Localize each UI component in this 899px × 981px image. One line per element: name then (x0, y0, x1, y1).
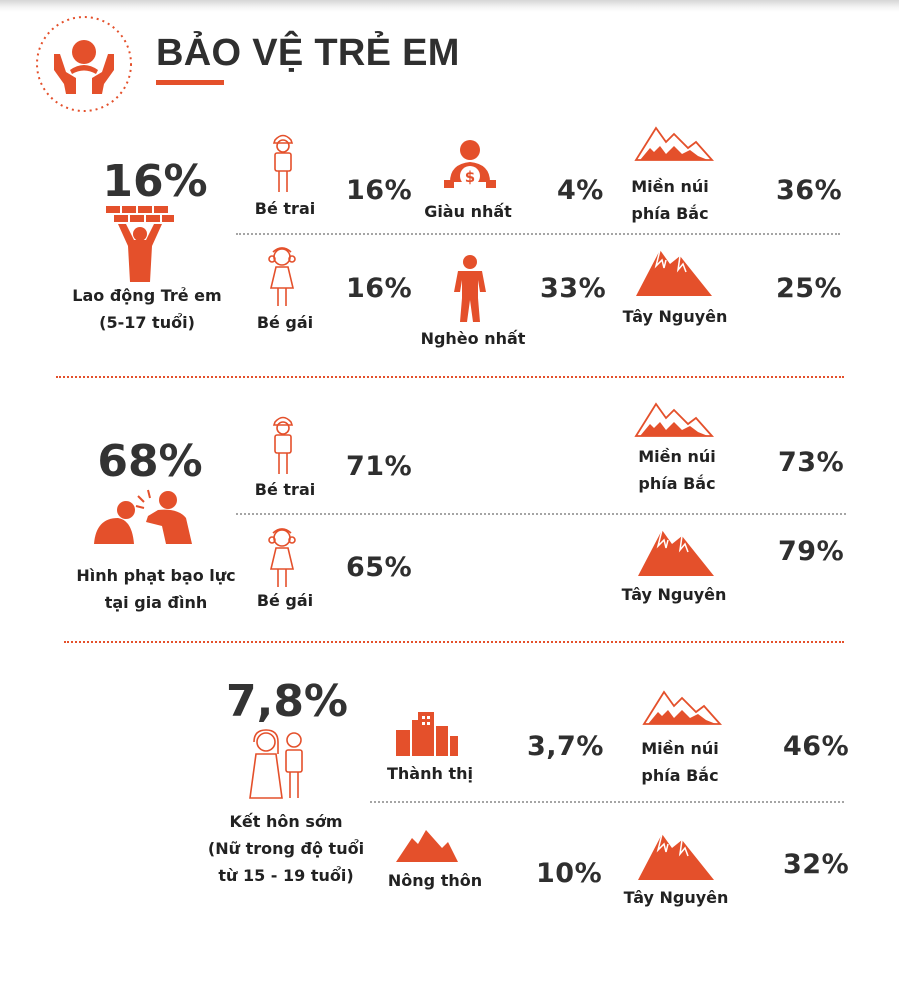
s2-girl-value: 65% (346, 552, 413, 583)
section2-divider (64, 641, 844, 643)
violence-label-line1: Hình phạt bạo lực (76, 566, 236, 585)
rural-value: 10% (536, 858, 603, 889)
early-marriage-label-line1: Kết hôn sớm (229, 812, 343, 831)
s2-north-value: 73% (778, 447, 845, 478)
child-labor-icon (104, 204, 176, 284)
s2-boy-label: Bé trai (254, 480, 316, 499)
top-shadow-bar (0, 0, 899, 12)
money-bag-icon: $ (442, 138, 498, 194)
s2-girl-label: Bé gái (256, 591, 314, 610)
rural-label: Nông thôn (387, 871, 483, 890)
urban-label: Thành thị (387, 764, 473, 783)
s3-north-label: Miền núi phía Bắc (630, 735, 730, 789)
richest-value: 4% (557, 175, 604, 206)
girl-icon (266, 527, 298, 589)
s2-boy-value: 71% (346, 451, 413, 482)
page-title: BẢO VỆ TRẺ EM (156, 32, 460, 74)
s1-north-label-line2: phía Bắc (631, 204, 709, 223)
s1-girl-label: Bé gái (256, 313, 314, 332)
s2-row-divider (236, 513, 846, 515)
s1-north-label-line1: Miền núi (631, 177, 709, 196)
s1-north-label: Miền núi phía Bắc (620, 173, 720, 227)
s1-highlands-value: 25% (776, 273, 843, 304)
highlands-mountain-icon (638, 526, 714, 578)
highlands-mountain-icon (638, 830, 714, 882)
city-buildings-icon (396, 712, 458, 756)
early-marriage-label-line2: (Nữ trong độ tuổi (207, 839, 365, 858)
child-protection-logo-icon (30, 14, 138, 114)
violence-label-line2: tại gia đình (104, 593, 208, 612)
s1-girl-value: 16% (346, 273, 413, 304)
s2-highlands-value: 79% (778, 536, 845, 567)
s1-north-value: 36% (776, 175, 843, 206)
poorest-value: 33% (540, 273, 607, 304)
girl-icon (266, 246, 298, 308)
s1-boy-label: Bé trai (254, 199, 316, 218)
boy-icon (270, 132, 296, 194)
svg-text:$: $ (465, 168, 475, 186)
s2-highlands-label: Tây Nguyên (621, 585, 727, 604)
highlands-mountain-icon (636, 246, 712, 298)
s3-highlands-value: 32% (783, 849, 850, 880)
violent-discipline-icon (92, 488, 194, 546)
child-labor-label: Lao động Trẻ em (5-17 tuổi) (62, 282, 232, 336)
s2-north-label: Miền núi phía Bắc (627, 443, 727, 497)
s3-row-divider (370, 801, 844, 803)
s3-north-value: 46% (783, 731, 850, 762)
couple-icon (248, 728, 310, 800)
s3-north-label-line2: phía Bắc (641, 766, 719, 785)
violence-value: 68% (97, 436, 203, 487)
rural-mountain-icon (396, 826, 458, 864)
s1-highlands-label: Tây Nguyên (622, 307, 728, 326)
s3-north-label-line1: Miền núi (641, 739, 719, 758)
child-labor-value: 16% (102, 156, 208, 207)
child-labor-label-line2: (5-17 tuổi) (99, 313, 195, 332)
s1-boy-value: 16% (346, 175, 413, 206)
child-labor-label-line1: Lao động Trẻ em (72, 286, 222, 305)
early-marriage-label: Kết hôn sớm (Nữ trong độ tuổi từ 15 - 19… (186, 808, 386, 889)
urban-value: 3,7% (527, 731, 604, 762)
richest-label: Giàu nhất (424, 202, 512, 221)
s2-north-label-line2: phía Bắc (638, 474, 716, 493)
poor-person-icon (450, 254, 490, 324)
s2-north-label-line1: Miền núi (638, 447, 716, 466)
northern-mountain-icon (642, 688, 723, 726)
section1-divider (56, 376, 844, 378)
early-marriage-value: 7,8% (225, 676, 349, 727)
s1-row-divider (236, 233, 840, 235)
poorest-label: Nghèo nhất (420, 329, 526, 348)
boy-icon (270, 414, 296, 476)
northern-mountain-icon (634, 124, 715, 162)
northern-mountain-icon (634, 400, 715, 438)
s3-highlands-label: Tây Nguyên (623, 888, 729, 907)
violence-label: Hình phạt bạo lực tại gia đình (56, 562, 256, 616)
title-underline (156, 80, 224, 85)
early-marriage-label-line3: từ 15 - 19 tuổi) (218, 866, 354, 885)
